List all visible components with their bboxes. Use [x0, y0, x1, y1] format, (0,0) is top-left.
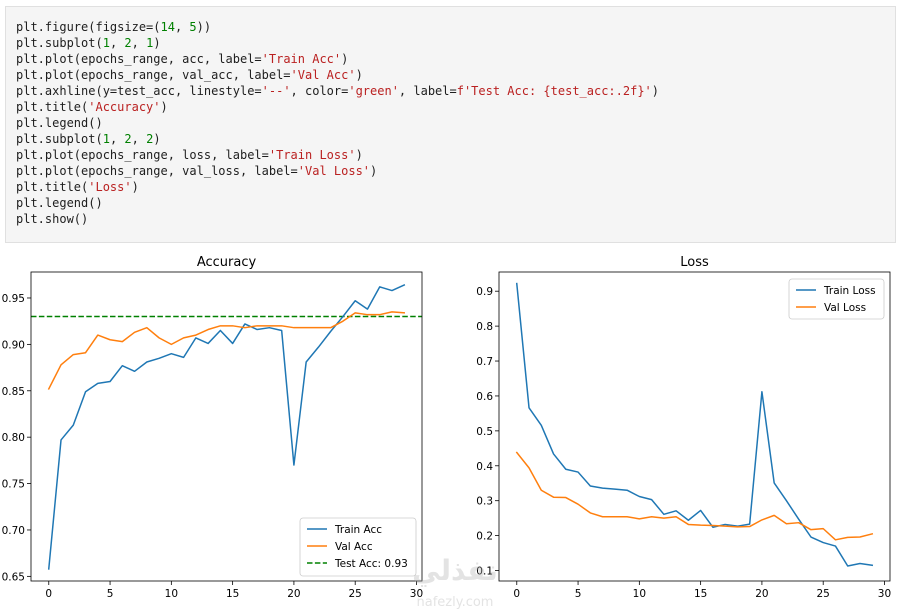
y-tick-label: 0.1	[476, 566, 493, 578]
legend-label: Test Acc: 0.93	[334, 558, 408, 570]
chart-loss: Loss 0 5 10 15 20 25 30 0.1 0.2 0.3 0.4 0.5 0.6 0.7 0.8…	[476, 255, 891, 600]
legend-label: Train Acc	[334, 524, 382, 536]
legend-box	[788, 278, 885, 320]
x-tick-label: 5	[575, 588, 582, 600]
y-tick-label: 0.5	[476, 426, 493, 438]
code-line: plt.plot(epochs_range, val_acc, label='V…	[16, 68, 363, 82]
code-line: plt.title('Loss')	[16, 180, 139, 194]
code-line: plt.show()	[16, 212, 89, 226]
legend-label: Val Acc	[335, 541, 373, 553]
legend-box	[299, 517, 417, 577]
x-tick-label: 15	[226, 588, 239, 600]
axes-frame	[498, 271, 891, 582]
legend: Train Loss Val Loss	[788, 278, 885, 320]
legend-label: Train Loss	[823, 285, 876, 297]
code-line: plt.title('Accuracy')	[16, 100, 168, 114]
legend: Train Acc Val Acc Test Acc: 0.93	[299, 517, 417, 577]
x-tick-label: 25	[349, 588, 362, 600]
code-line: plt.plot(epochs_range, val_loss, label='…	[16, 164, 378, 178]
y-tick-label: 0.4	[476, 461, 493, 473]
axes-frame	[30, 271, 423, 582]
code-block: plt.figure(figsize=(14, 5)) plt.subplot(1…	[16, 19, 659, 227]
y-tick-label: 0.80	[2, 432, 25, 444]
code-line: plt.figure(figsize=(14, 5))	[16, 20, 212, 34]
x-tick-label: 5	[107, 588, 114, 600]
chart-title: Accuracy	[197, 255, 257, 270]
y-tick-label: 0.70	[2, 525, 25, 537]
x-tick-label: 25	[817, 588, 830, 600]
x-tick-label: 10	[633, 588, 646, 600]
code-line: plt.legend()	[16, 116, 103, 130]
x-tick-label: 0	[45, 588, 52, 600]
code-line: plt.plot(epochs_range, loss, label='Trai…	[16, 148, 363, 162]
y-tick-label: 0.9	[476, 286, 493, 298]
y-tick-label: 0.3	[476, 496, 493, 508]
val-acc-line	[47, 311, 406, 390]
code-line: plt.subplot(1, 2, 1)	[16, 36, 161, 50]
watermark-arabic: نفذلي	[412, 554, 498, 587]
y-tick-label: 0.65	[2, 571, 25, 583]
legend-label: Val Loss	[824, 302, 866, 314]
x-tick-label: 15	[694, 588, 707, 600]
code-cell[interactable]: plt.figure(figsize=(14, 5)) plt.subplot(1…	[5, 6, 896, 243]
x-tick-label: 0	[513, 588, 520, 600]
x-tick-label: 30	[878, 588, 891, 600]
y-tick-label: 0.7	[476, 356, 493, 368]
chart-title: Loss	[680, 255, 709, 270]
train-loss-line	[515, 282, 874, 567]
y-tick-label: 0.75	[2, 479, 25, 491]
code-line: plt.plot(epochs_range, acc, label='Train…	[16, 52, 349, 66]
watermark-logo: نفذلي nafezly.com	[412, 554, 498, 610]
code-line: plt.subplot(1, 2, 2)	[16, 132, 161, 146]
y-tick-label: 0.8	[476, 321, 493, 333]
y-tick-label: 0.85	[2, 386, 25, 398]
x-tick-label: 10	[165, 588, 178, 600]
y-tick-label: 0.2	[476, 531, 493, 543]
val-loss-line	[515, 451, 874, 541]
x-tick-label: 20	[755, 588, 768, 600]
watermark-url: nafezly.com	[417, 595, 494, 610]
x-tick-label: 20	[287, 588, 300, 600]
y-tick-label: 0.95	[2, 293, 25, 305]
chart-accuracy: Accuracy 0 5 10 15 20 25 30 0.65 0.70 0.75 0.80 0.85…	[2, 255, 424, 600]
y-tick-label: 0.6	[476, 391, 493, 403]
code-line: plt.axhline(y=test_acc, linestyle='--', …	[16, 84, 660, 98]
y-tick-label: 0.90	[2, 339, 25, 351]
code-line: plt.legend()	[16, 196, 103, 210]
x-tick-label: 30	[410, 588, 423, 600]
train-acc-line	[47, 283, 406, 570]
